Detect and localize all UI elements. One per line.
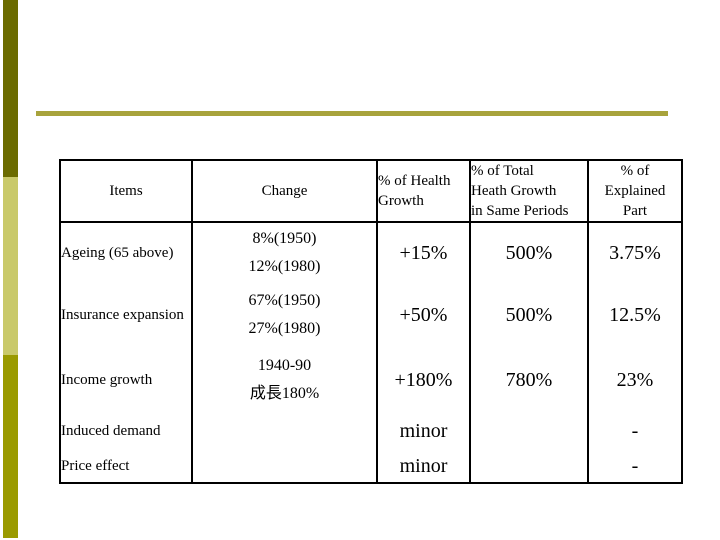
cell-item: Income growth: [59, 347, 193, 413]
table-row-price-effect: Price effect minor -: [59, 450, 683, 483]
cell-item: Insurance expansion: [59, 283, 193, 347]
cell-change: 67%(1950) 27%(1980): [191, 283, 378, 347]
cell-total-growth: [469, 450, 589, 483]
cell-explained-part: 12.5%: [587, 283, 683, 347]
cell-item: Induced demand: [59, 413, 193, 450]
table-row-insurance: Insurance expansion 67%(1950) 27%(1980) …: [59, 283, 683, 347]
cell-item: Price effect: [59, 450, 193, 483]
header-row: Items Change % of Health Growth % of Tot…: [59, 160, 683, 223]
cell-health-growth: minor: [376, 450, 471, 483]
cell-change: 8%(1950) 12%(1980): [191, 222, 378, 283]
cell-health-growth: +50%: [376, 283, 471, 347]
left-accent-bar-dark-segment: [3, 0, 18, 177]
cell-explained-part: 23%: [587, 347, 683, 413]
cell-explained-part: -: [587, 450, 683, 483]
header-cell-explained-part: % of Explained Part: [587, 160, 683, 223]
header-cell-items: Items: [59, 160, 193, 223]
table-row-ageing: Ageing (65 above) 8%(1950) 12%(1980) +15…: [59, 222, 683, 283]
cell-health-growth: minor: [376, 413, 471, 450]
health-growth-comparison-table: Items Change % of Health Growth % of Tot…: [59, 159, 683, 484]
header-cell-total-growth: % of Total Heath Growth in Same Periods: [469, 160, 589, 223]
left-accent-bar-light-segment: [3, 177, 18, 355]
cell-total-growth: 780%: [469, 347, 589, 413]
cell-health-growth: +15%: [376, 222, 471, 283]
cell-total-growth: 500%: [469, 283, 589, 347]
cell-explained-part: 3.75%: [587, 222, 683, 283]
header-cell-health-growth: % of Health Growth: [376, 160, 471, 223]
cell-item: Ageing (65 above): [59, 222, 193, 283]
header-cell-change: Change: [191, 160, 378, 223]
cell-change: 1940-90 成長180%: [191, 347, 378, 413]
table-row-induced-demand: Induced demand minor -: [59, 413, 683, 450]
cell-health-growth: +180%: [376, 347, 471, 413]
cell-change: [191, 413, 378, 450]
left-accent-bar-olive-segment: [3, 355, 18, 538]
title-rule: [36, 111, 668, 116]
cell-change: [191, 450, 378, 483]
cell-total-growth: [469, 413, 589, 450]
cell-total-growth: 500%: [469, 222, 589, 283]
table-row-income: Income growth 1940-90 成長180% +180% 780% …: [59, 347, 683, 413]
cell-explained-part: -: [587, 413, 683, 450]
